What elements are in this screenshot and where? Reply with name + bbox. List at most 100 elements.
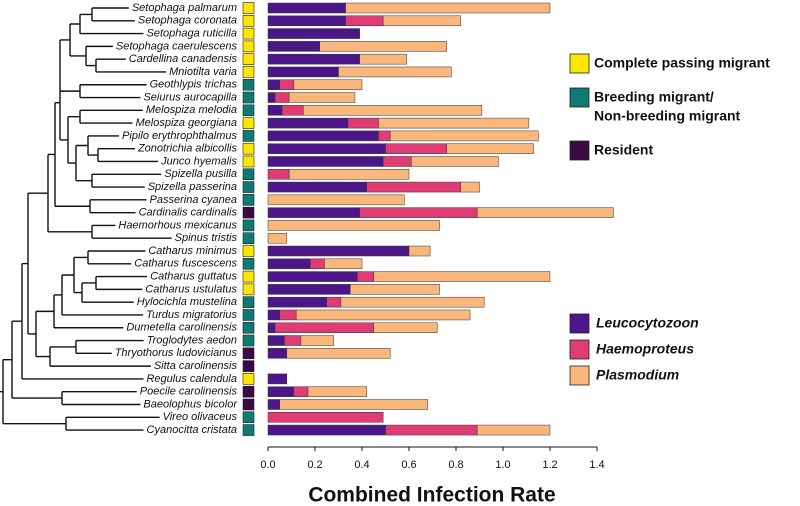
- species-label: Spinus tristis: [175, 232, 238, 244]
- bar-segment: [267, 296, 327, 308]
- bar-segment: [267, 181, 367, 193]
- legend-swatch: [569, 87, 590, 108]
- species-label: Catharus ustulatus: [145, 283, 237, 295]
- status-square: [242, 78, 255, 91]
- status-square: [242, 296, 255, 308]
- bar-segment: [350, 284, 440, 295]
- x-tick-label: 0.2: [307, 459, 322, 471]
- bar-segment: [373, 322, 438, 333]
- bar-segment: [382, 15, 461, 27]
- bar-segment: [293, 79, 363, 90]
- bar-segment: [267, 373, 288, 385]
- bar-segment: [288, 169, 410, 180]
- species-label: Zonotrichia albicollis: [137, 143, 238, 155]
- bar-segment: [378, 130, 391, 142]
- status-square: [242, 53, 255, 65]
- bar-segment: [293, 386, 309, 397]
- status-square: [242, 91, 255, 104]
- legend-label: Leucocytozoon: [596, 315, 699, 331]
- species-label: Dumetella carolinensis: [126, 322, 237, 334]
- species-label: Poecile carolinensis: [140, 386, 238, 398]
- bar-segment: [267, 130, 379, 142]
- status-square: [242, 232, 255, 245]
- x-tick-label: 0.6: [401, 459, 416, 471]
- status-square: [242, 245, 255, 257]
- bar-segment: [476, 424, 551, 436]
- bar-segment: [460, 181, 480, 193]
- legend-label: Resident: [594, 142, 653, 158]
- species-label: Mniotilta varia: [169, 66, 237, 78]
- bar-segment: [310, 258, 325, 270]
- species-label: Spizella passerina: [148, 181, 237, 193]
- species-label: Cardinalis cardinalis: [139, 207, 238, 219]
- bar-segment: [267, 220, 440, 231]
- bar-segment: [340, 296, 485, 308]
- bar-segment: [267, 53, 360, 65]
- bar-segment: [359, 53, 407, 65]
- legend-label: Non-breeding migrant: [594, 108, 741, 124]
- status-square: [242, 385, 255, 398]
- legend-label: Haemoproteus: [596, 341, 694, 357]
- status-square: [242, 411, 255, 424]
- bar-segment: [267, 143, 386, 154]
- bar-segment: [345, 2, 551, 14]
- status-square: [242, 104, 255, 117]
- bar-segment: [411, 156, 499, 167]
- species-label: Melospiza georgiana: [135, 117, 237, 129]
- bar-segment: [267, 156, 384, 167]
- species-label: Setophaga palmarum: [132, 2, 237, 14]
- species-label: Setophaga ruticilla: [146, 27, 237, 39]
- bar-segment: [307, 386, 367, 397]
- status-square: [242, 347, 255, 360]
- status-square: [242, 142, 255, 155]
- status-square: [242, 334, 255, 347]
- status-square: [242, 424, 255, 436]
- status-square: [242, 117, 255, 129]
- bar-segment: [267, 322, 276, 333]
- species-label: Geothlypis trichas: [150, 79, 238, 91]
- status-square: [242, 130, 255, 142]
- status-square: [242, 206, 255, 219]
- bar-segment: [295, 309, 471, 321]
- species-label: Catharus minimus: [148, 245, 237, 257]
- status-square: [242, 40, 255, 53]
- bar-segment: [366, 181, 461, 193]
- status-square: [242, 66, 255, 78]
- species-label: Melospiza melodia: [146, 104, 237, 116]
- bar-segment: [319, 41, 447, 52]
- species-label: Catharus guttatus: [150, 270, 237, 282]
- bar-segment: [267, 15, 346, 27]
- bar-segment: [385, 424, 478, 436]
- bar-segment: [286, 348, 391, 359]
- bar-segment: [279, 79, 295, 90]
- bar-segment: [385, 143, 447, 154]
- bar-segment: [389, 130, 539, 142]
- species-label: Passerina cyanea: [150, 194, 237, 206]
- bar-segment: [267, 412, 384, 423]
- bar-segment: [267, 2, 346, 14]
- legend-swatch: [569, 140, 590, 161]
- species-label: Hylocichla mustelina: [137, 296, 237, 308]
- bar-segment: [476, 207, 614, 218]
- x-axis-label: Combined Infection Rate: [308, 484, 555, 506]
- x-tick-label: 1.0: [495, 459, 510, 471]
- bar-segment: [267, 232, 288, 244]
- species-label: Spizella pusilla: [164, 168, 237, 180]
- bar-segment: [357, 271, 374, 282]
- bar-segment: [267, 309, 280, 321]
- bar-segment: [267, 335, 285, 346]
- bar-segment: [281, 105, 304, 116]
- status-square: [242, 270, 255, 283]
- species-label: Cardellina canadensis: [129, 53, 238, 65]
- bar-segment: [300, 335, 335, 346]
- bar-segment: [288, 92, 356, 103]
- bar-segment: [267, 117, 349, 129]
- bar-segment: [267, 284, 351, 295]
- species-label: Thryothorus ludovicianus: [115, 347, 238, 359]
- species-label: Vireo olivaceus: [163, 411, 238, 423]
- status-square: [242, 398, 255, 411]
- status-square: [242, 321, 255, 334]
- bar-segment: [324, 258, 363, 270]
- bar-segment: [338, 66, 452, 78]
